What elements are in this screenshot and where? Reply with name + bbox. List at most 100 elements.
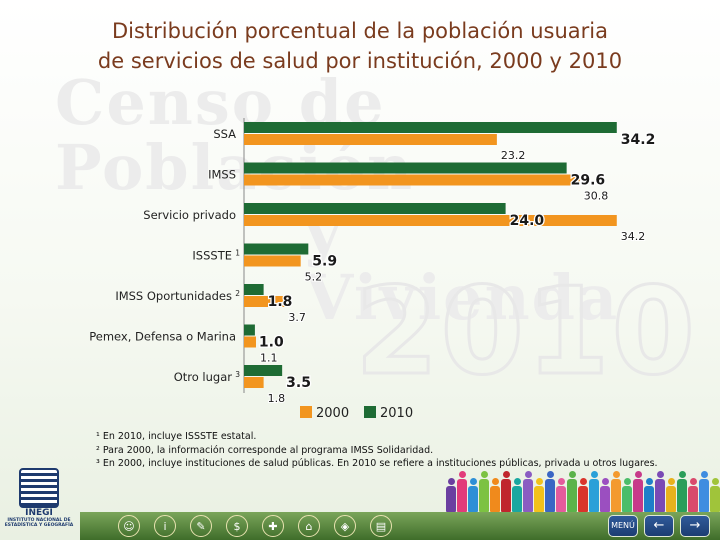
person-head-icon xyxy=(711,478,719,485)
person-figure-icon xyxy=(534,478,544,512)
person-figure-icon xyxy=(578,478,588,512)
person-head-icon xyxy=(700,471,708,478)
person-head-icon xyxy=(447,478,455,485)
nav-map-icon[interactable]: ◈ xyxy=(334,515,356,537)
nav-education-icon[interactable]: ✎ xyxy=(190,515,212,537)
person-body-icon xyxy=(644,486,654,512)
legend-label-2000: 2000 xyxy=(316,406,349,421)
legend-label-2010: 2010 xyxy=(380,406,413,421)
nav-economy-icon[interactable]: $ xyxy=(226,515,248,537)
person-body-icon xyxy=(490,486,500,512)
person-body-icon xyxy=(446,486,456,512)
person-body-icon xyxy=(567,479,577,512)
watermark-year: 2010 xyxy=(354,263,697,402)
person-figure-icon xyxy=(622,478,632,512)
category-footnote-mark: 1 xyxy=(235,249,240,258)
person-head-icon xyxy=(601,478,609,485)
person-figure-icon xyxy=(501,471,511,512)
next-button[interactable]: → xyxy=(680,515,710,537)
bar-2000 xyxy=(244,255,301,267)
person-body-icon xyxy=(501,479,511,512)
person-figure-icon xyxy=(644,478,654,512)
person-head-icon xyxy=(678,471,686,478)
data-label-2000: 5.2 xyxy=(305,271,323,284)
person-body-icon xyxy=(622,486,632,512)
bar-2010 xyxy=(244,162,567,174)
person-figure-icon xyxy=(677,471,687,512)
person-head-icon xyxy=(502,471,510,478)
person-head-icon xyxy=(634,471,642,478)
category-label: IMSS Oportunidades xyxy=(115,289,232,303)
category-label: Servicio privado xyxy=(143,208,236,222)
previous-button[interactable]: ← xyxy=(644,515,674,537)
person-head-icon xyxy=(524,471,532,478)
inegi-logo-mark-icon xyxy=(19,468,59,508)
chart-title-line2: de servicios de salud por institución, 2… xyxy=(97,49,623,73)
category-label: Otro lugar xyxy=(174,370,233,384)
nav-document-icon[interactable]: ▤ xyxy=(370,515,392,537)
person-head-icon xyxy=(667,478,675,485)
person-body-icon xyxy=(699,479,709,512)
nav-people-icon[interactable]: ☺ xyxy=(118,515,140,537)
bar-2010 xyxy=(244,324,255,336)
person-head-icon xyxy=(623,478,631,485)
person-figure-icon xyxy=(710,478,720,512)
person-head-icon xyxy=(579,478,587,485)
person-figure-icon xyxy=(545,471,555,512)
bar-2010 xyxy=(244,284,264,295)
person-head-icon xyxy=(645,478,653,485)
bar-2010 xyxy=(244,365,283,376)
menu-button[interactable]: MENÚ xyxy=(608,515,638,537)
footnotes: ¹ En 2010, incluye ISSSTE estatal. ² Par… xyxy=(96,430,716,471)
legend-swatch-2010 xyxy=(364,406,376,418)
person-body-icon xyxy=(468,486,478,512)
nav-health-icon[interactable]: ✚ xyxy=(262,515,284,537)
bar-2000 xyxy=(244,336,256,348)
person-figure-icon xyxy=(457,471,467,512)
person-body-icon xyxy=(523,479,533,512)
category-footnote-mark: 2 xyxy=(235,289,240,298)
person-head-icon xyxy=(469,478,477,485)
person-figure-icon xyxy=(600,478,610,512)
data-label-2000: 34.2 xyxy=(621,230,646,243)
person-body-icon xyxy=(677,479,687,512)
chart-title: Distribución porcentual de la población … xyxy=(0,16,720,76)
person-figure-icon xyxy=(567,471,577,512)
person-figure-icon xyxy=(556,478,566,512)
person-head-icon xyxy=(513,478,521,485)
data-label-2010: 29.6 xyxy=(571,173,606,189)
legend-swatch-2000 xyxy=(300,406,312,418)
person-head-icon xyxy=(689,478,697,485)
person-head-icon xyxy=(612,471,620,478)
person-body-icon xyxy=(710,486,720,512)
nav-strip: ☺ i ✎ $ ✚ ⌂ ◈ ▤ MENÚ ← → xyxy=(80,512,720,540)
inegi-logo[interactable]: INEGI INSTITUTO NACIONAL DE ESTADÍSTICA … xyxy=(4,468,74,538)
person-head-icon xyxy=(590,471,598,478)
person-figure-icon xyxy=(523,471,533,512)
bottom-bar: INEGI INSTITUTO NACIONAL DE ESTADÍSTICA … xyxy=(0,462,720,540)
category-label: SSA xyxy=(213,127,236,141)
person-figure-icon xyxy=(611,471,621,512)
person-figure-icon xyxy=(490,478,500,512)
person-head-icon xyxy=(557,478,565,485)
person-head-icon xyxy=(458,471,466,478)
person-figure-icon xyxy=(633,471,643,512)
person-figure-icon xyxy=(655,471,665,512)
person-body-icon xyxy=(534,486,544,512)
nav-info-icon[interactable]: i xyxy=(154,515,176,537)
nav-home-icon[interactable]: ⌂ xyxy=(298,515,320,537)
data-label-2010: 34.2 xyxy=(621,132,656,148)
watermark-line2: y Vivienda xyxy=(305,196,620,335)
bar-2000 xyxy=(244,134,497,145)
data-label-2000: 23.2 xyxy=(501,149,526,162)
chart-title-line1: Distribución porcentual de la población … xyxy=(111,19,609,43)
person-body-icon xyxy=(512,486,522,512)
person-figure-icon xyxy=(468,478,478,512)
data-label-2010: 24.0 xyxy=(510,213,545,229)
person-body-icon xyxy=(556,486,566,512)
person-body-icon xyxy=(545,479,555,512)
bar-chart: SSA 34.2 23.2 IMSS 29.630.8 Servicio privado 2… xyxy=(89,118,657,421)
category-label: Pemex, Defensa o Marina xyxy=(89,330,236,344)
person-head-icon xyxy=(546,471,554,478)
person-figure-icon xyxy=(589,471,599,512)
